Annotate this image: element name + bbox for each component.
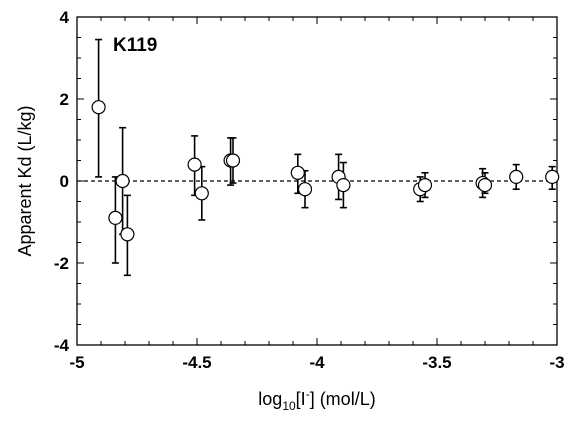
tick-marks	[76, 16, 558, 346]
x-tick-label: -3	[549, 353, 564, 372]
data-point	[509, 169, 524, 184]
data-point	[545, 169, 560, 184]
y-tick-labels: -4 -2 0 2 4	[54, 8, 70, 355]
data-point	[225, 153, 241, 168]
data-point	[297, 182, 313, 197]
data-markers	[91, 100, 560, 242]
data-point	[108, 210, 123, 225]
x-tick-label: -3.5	[422, 353, 451, 372]
x-tick-label: -5	[69, 353, 84, 372]
y-tick-label: 2	[60, 90, 69, 109]
x-tick-label: -4.5	[182, 353, 211, 372]
data-point	[194, 186, 209, 201]
data-point	[477, 178, 493, 193]
y-tick-label: 4	[60, 8, 70, 27]
data-point	[417, 178, 433, 193]
y-tick-label: 0	[60, 172, 69, 191]
data-point	[120, 227, 135, 242]
x-tick-label: -4	[309, 353, 325, 372]
chart-annotation: K119	[113, 35, 157, 56]
y-tick-label: -2	[54, 254, 69, 273]
y-tick-label: -4	[54, 336, 70, 355]
data-point	[187, 157, 202, 172]
data-point	[336, 178, 351, 193]
error-bars	[95, 38, 556, 277]
x-tick-labels: -5 -4.5 -4 -3.5 -3	[69, 353, 564, 372]
data-point	[91, 100, 106, 115]
y-axis-title: Apparent Kd (L/kg)	[15, 105, 35, 256]
x-axis-title: log10[I-] (mol/L)	[258, 387, 375, 413]
data-point	[290, 165, 305, 180]
data-point	[115, 173, 130, 189]
